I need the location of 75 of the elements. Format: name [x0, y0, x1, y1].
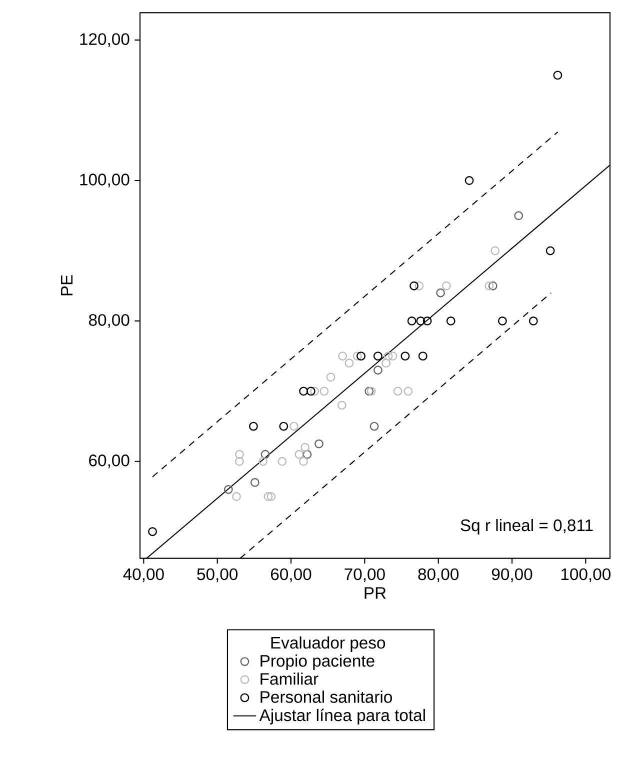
- point: [393, 386, 402, 396]
- point: [266, 492, 276, 501]
- y-tick-label: 80,00: [88, 314, 130, 328]
- x-axis-title: PR: [364, 587, 386, 599]
- point: [514, 211, 524, 220]
- point: [414, 281, 424, 290]
- point: [442, 281, 451, 290]
- point: [232, 492, 241, 501]
- legend-label: Propio paciente: [260, 654, 374, 670]
- point: [464, 176, 474, 185]
- point: [344, 358, 354, 368]
- x-tick-label: 50,00: [197, 568, 238, 582]
- point: [337, 400, 346, 410]
- annotation: Sq r lineal = 0,811: [460, 518, 593, 534]
- point: [289, 422, 298, 431]
- point: [278, 456, 287, 466]
- y-tick-label: 100,00: [80, 174, 130, 188]
- point: [484, 281, 494, 290]
- point: [446, 316, 456, 326]
- legend-title: Evaluador peso: [271, 636, 386, 652]
- point: [373, 352, 382, 361]
- point: [407, 316, 416, 326]
- legend-label: Ajustar línea para total: [259, 708, 425, 724]
- point: [234, 456, 244, 466]
- point: [436, 288, 446, 298]
- x-tick-label: 40,00: [123, 568, 164, 582]
- point: [370, 422, 379, 431]
- point: [310, 386, 320, 396]
- point: [294, 450, 304, 459]
- point: [382, 358, 391, 368]
- point: [384, 352, 393, 361]
- point: [250, 478, 260, 487]
- point: [258, 456, 268, 466]
- point: [488, 281, 498, 290]
- point: [148, 527, 157, 536]
- point: [416, 316, 426, 326]
- point: [410, 281, 419, 290]
- y-axis-title: PE: [61, 275, 72, 296]
- point: [224, 485, 233, 494]
- legend-label: Personal sanitario: [260, 690, 392, 703]
- point: [356, 352, 366, 361]
- point: [279, 422, 288, 431]
- point: [306, 386, 316, 396]
- point: [264, 492, 273, 501]
- point: [490, 246, 500, 256]
- point: [248, 422, 258, 431]
- point: [546, 246, 555, 256]
- x-tick-label: 90,00: [492, 568, 532, 582]
- x-tick-label: 70,00: [344, 568, 385, 582]
- point: [352, 352, 362, 361]
- point: [338, 352, 348, 361]
- legend-label: Familiar: [260, 672, 318, 685]
- point: [422, 316, 432, 326]
- point: [553, 70, 562, 80]
- point: [388, 352, 398, 361]
- point: [302, 450, 312, 459]
- point: [373, 366, 382, 375]
- x-tick-label: 80,00: [418, 568, 459, 582]
- point: [234, 450, 244, 459]
- point: [300, 442, 310, 452]
- x-tick-label: 60,00: [270, 568, 312, 582]
- point: [498, 316, 507, 326]
- point: [418, 352, 428, 361]
- point: [260, 450, 270, 459]
- point: [528, 316, 538, 326]
- y-tick-label: 60,00: [89, 454, 130, 468]
- point: [404, 386, 413, 396]
- y-tick-label: 120,00: [80, 33, 130, 47]
- x-tick-label: 100,00: [561, 568, 611, 582]
- point: [400, 352, 410, 361]
- point: [320, 386, 329, 396]
- point: [326, 372, 336, 382]
- point: [314, 439, 324, 448]
- point: [299, 386, 308, 396]
- point: [299, 456, 308, 466]
